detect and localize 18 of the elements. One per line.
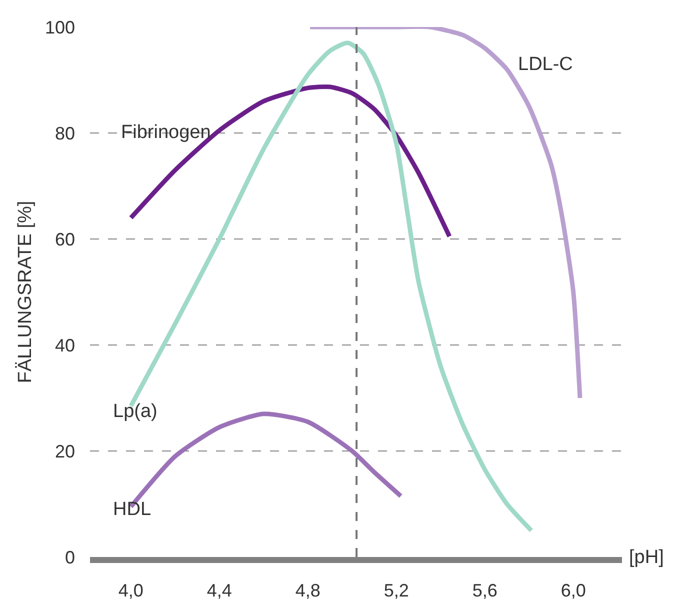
x-tick-label: 4,8 bbox=[295, 580, 320, 601]
x-axis-title: [pH] bbox=[629, 547, 664, 568]
x-tick-label: 6,0 bbox=[560, 580, 586, 601]
y-axis-title: FÄLLUNGSRATE [%] bbox=[14, 200, 36, 384]
series-label: LDL-C bbox=[518, 54, 573, 75]
x-tick-label: 4,0 bbox=[118, 580, 144, 601]
y-tick-label: 100 bbox=[44, 17, 75, 38]
series-label: Fibrinogen bbox=[121, 122, 211, 143]
y-tick-label: 0 bbox=[64, 547, 75, 568]
x-tick-label: 5,6 bbox=[472, 580, 498, 601]
y-tick-label: 40 bbox=[54, 335, 75, 356]
y-tick-label: 80 bbox=[54, 123, 75, 144]
x-tick-label: 5,2 bbox=[384, 580, 409, 601]
series-label: Lp(a) bbox=[113, 401, 158, 422]
y-tick-label: 20 bbox=[54, 441, 75, 462]
y-tick-label: 60 bbox=[54, 229, 75, 250]
x-tick-label: 4,4 bbox=[206, 580, 232, 601]
series-label: HDL bbox=[113, 499, 152, 520]
